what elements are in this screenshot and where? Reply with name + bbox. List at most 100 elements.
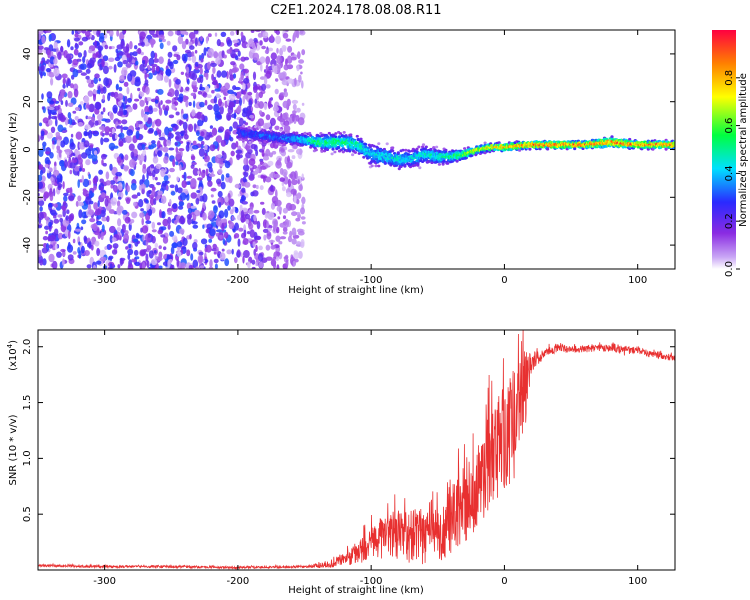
spectrogram-noise-blob	[258, 261, 264, 269]
spectrogram-ridge-cell	[435, 145, 439, 149]
spectrogram-noise-blob	[189, 233, 192, 240]
spectrogram-noise-blob	[291, 211, 298, 217]
spectrogram-noise-blob	[148, 145, 155, 150]
spectrogram-noise-blob	[141, 225, 149, 234]
spectrogram-noise-blob	[255, 184, 259, 190]
spectrogram-noise-blob	[201, 52, 205, 60]
spectrogram-noise-blob	[222, 88, 229, 97]
spectrogram-noise-blob	[209, 144, 216, 152]
spectrogram-noise-blob	[238, 117, 244, 127]
spectrogram-noise-blob	[135, 130, 140, 140]
spectrogram-noise-blob	[75, 200, 79, 207]
spectrogram-noise-blob	[109, 235, 114, 244]
spectrogram-noise-blob	[42, 145, 46, 152]
spectrogram-noise-blob	[63, 201, 67, 206]
spectrogram-noise-blob	[215, 218, 223, 227]
spectrogram-noise-blob	[195, 266, 200, 269]
spectrogram-noise-blob	[260, 63, 263, 72]
spectrogram-noise-blob	[215, 93, 221, 99]
spectrogram-noise-blob	[237, 193, 241, 197]
spectrogram-noise-layer	[38, 30, 307, 269]
spectrogram-noise-blob	[162, 218, 169, 227]
spectrogram-noise-blob	[189, 45, 195, 50]
spectrogram-noise-blob	[139, 64, 145, 72]
spectrogram-noise-blob	[109, 30, 114, 37]
spectrogram-noise-blob	[70, 133, 74, 138]
spectrogram-noise-blob	[72, 110, 77, 114]
spectrogram-noise-blob	[114, 134, 118, 140]
spectrogram-noise-blob	[199, 179, 203, 189]
spectrogram-noise-blob	[66, 209, 70, 214]
spectrogram-noise-blob	[192, 145, 199, 150]
spectrogram-noise-blob	[158, 102, 161, 109]
spectrogram-noise-blob	[141, 187, 145, 195]
spectrogram-noise-blob	[234, 233, 240, 239]
spectrogram-noise-blob	[160, 168, 166, 178]
spectrogram-noise-blob	[270, 244, 276, 250]
spectrogram-noise-blob	[298, 184, 303, 192]
spectrogram-noise-blob	[131, 211, 138, 219]
spectrogram-noise-blob	[77, 30, 83, 34]
spectrogram-noise-blob	[129, 52, 134, 56]
spectrogram-noise-blob	[104, 246, 108, 251]
spectrogram-noise-blob	[96, 247, 100, 257]
spectrogram-noise-blob	[175, 111, 180, 116]
spectrogram-noise-blob	[86, 264, 92, 269]
spectrogram-noise-blob	[207, 33, 212, 38]
spectrogram-ridge-cell	[340, 144, 344, 148]
spectrogram-noise-blob	[199, 101, 205, 108]
spectrogram-noise-blob	[157, 222, 161, 226]
spectrogram-noise-blob	[109, 263, 113, 269]
spectrogram-noise-blob	[127, 73, 133, 82]
spectrogram-noise-blob	[163, 175, 169, 182]
spectrogram-noise-blob	[38, 31, 41, 41]
spectrogram-noise-blob	[201, 169, 206, 179]
spectrogram-noise-blob	[40, 60, 43, 65]
spectrogram-noise-blob	[109, 244, 113, 249]
spectrogram-noise-blob	[252, 220, 258, 225]
spectrogram-noise-blob	[265, 176, 272, 183]
spectrogram-noise-blob	[235, 149, 243, 154]
spectrogram-noise-blob	[182, 121, 188, 130]
spectrogram-noise-blob	[291, 99, 299, 104]
spectrogram-noise-blob	[204, 99, 208, 106]
spectrogram-noise-blob	[248, 223, 254, 230]
spectrogram-noise-blob	[57, 183, 63, 189]
spectrogram-noise-blob	[220, 139, 227, 147]
spectrogram-noise-blob	[50, 126, 56, 133]
spectrogram-noise-blob	[240, 31, 244, 38]
spectrogram-noise-blob	[125, 246, 129, 250]
spectrogram-noise-blob	[101, 224, 105, 233]
spectrogram-noise-blob	[217, 168, 223, 175]
spectrogram-noise-blob	[186, 51, 193, 58]
spectrogram-noise-blob	[293, 252, 300, 259]
spectrogram-noise-blob	[122, 67, 128, 71]
spectrogram-noise-blob	[118, 132, 125, 139]
spectrogram-noise-blob	[100, 231, 104, 241]
spectrogram-noise-blob	[101, 216, 108, 222]
spectrogram-noise-blob	[224, 131, 230, 140]
spectrogram-noise-blob	[46, 132, 53, 139]
spectrogram-noise-blob	[118, 141, 124, 147]
spectrogram-noise-blob	[232, 228, 236, 233]
spectrogram-noise-blob	[245, 152, 252, 159]
spectrogram-noise-blob	[231, 248, 234, 255]
spectrogram-ridge-cell	[377, 164, 381, 168]
spectrogram-noise-blob	[263, 76, 268, 86]
spectrogram-noise-blob	[119, 257, 126, 261]
spectrogram-noise-blob	[240, 195, 246, 202]
spectrogram-noise-blob	[248, 99, 253, 108]
spectrogram-noise-blob	[287, 155, 290, 164]
spectrogram-noise-blob	[116, 156, 122, 164]
spectrogram-noise-blob	[50, 116, 57, 120]
spectrogram-noise-blob	[200, 131, 205, 137]
spectrogram-noise-blob	[199, 265, 205, 269]
spectrogram-noise-blob	[217, 154, 223, 158]
spectrogram-noise-blob	[45, 230, 48, 235]
spectrogram-noise-blob	[133, 249, 139, 256]
spectrogram-noise-blob	[283, 64, 289, 71]
spectrogram-noise-blob	[158, 132, 162, 137]
spectrogram-noise-blob	[100, 192, 106, 198]
spectrogram-noise-blob	[213, 258, 219, 264]
spectrogram-noise-blob	[227, 89, 234, 94]
